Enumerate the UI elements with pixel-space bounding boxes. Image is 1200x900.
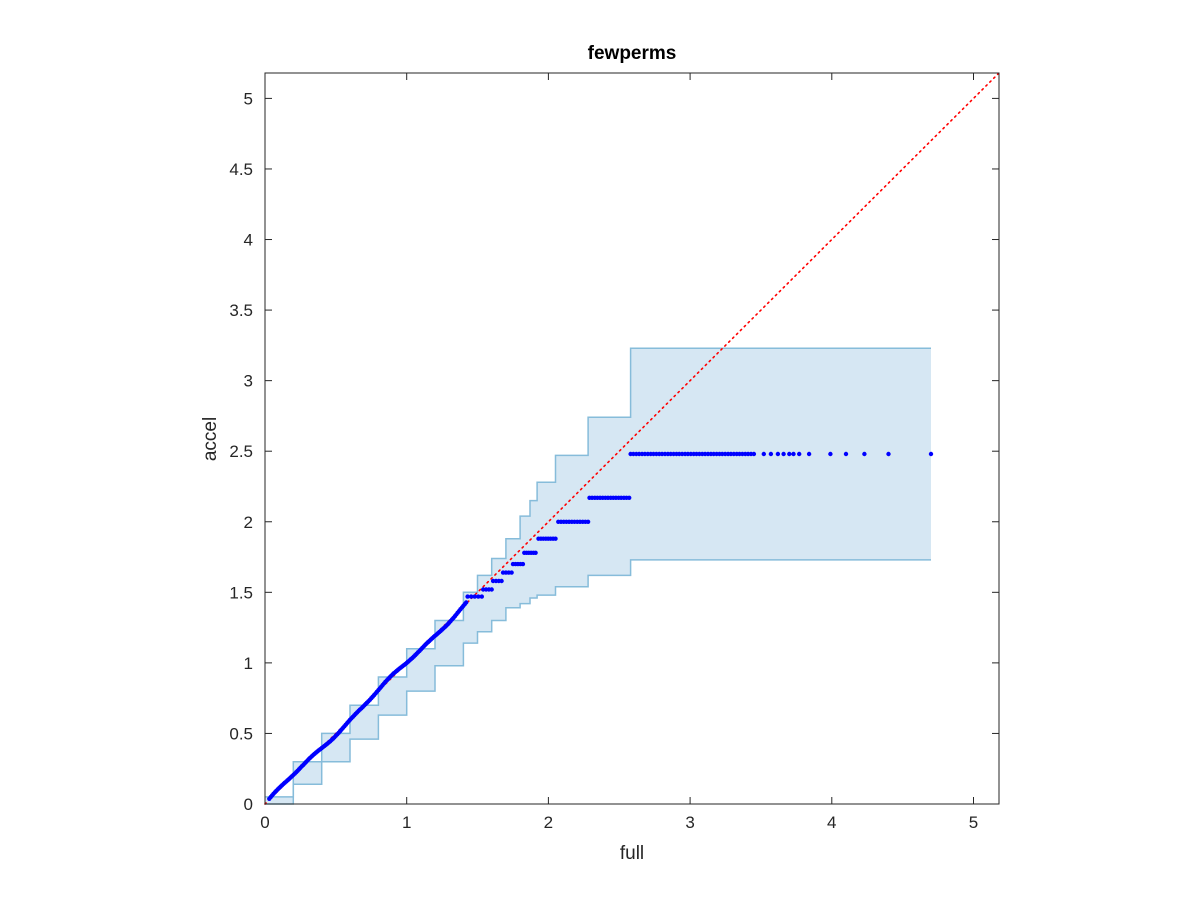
data-point (553, 536, 558, 541)
plot-area (264, 72, 1000, 805)
x-tick-label: 4 (827, 813, 836, 832)
confidence-band (265, 347, 931, 805)
x-axis-ticks: 0 1 2 3 4 5 (260, 73, 978, 832)
data-point (775, 451, 781, 457)
x-tick-label: 2 (544, 813, 553, 832)
axes (264, 72, 1000, 805)
data-point (843, 451, 849, 457)
y-tick-label: 0.5 (229, 724, 253, 743)
data-point (751, 451, 757, 457)
chart-title: fewperms (588, 43, 677, 64)
data-point (464, 600, 469, 605)
y-tick-label: 2 (244, 513, 253, 532)
data-point (806, 451, 812, 457)
data-point (886, 451, 891, 457)
data-point (862, 451, 867, 457)
x-tick-label: 5 (969, 813, 978, 832)
y-tick-label: 2.5 (229, 442, 253, 461)
band-lower-edge (265, 559, 931, 805)
y-tick-label: 3.5 (229, 301, 253, 320)
data-point (479, 594, 484, 599)
data-point (469, 594, 474, 599)
x-tick-label: 3 (685, 813, 694, 832)
band-fill (265, 348, 931, 804)
x-tick-label: 1 (402, 813, 411, 832)
data-points (267, 451, 934, 801)
data-point (472, 594, 477, 599)
data-point (828, 451, 833, 457)
data-point (520, 561, 526, 567)
y-tick-label: 1.5 (229, 583, 253, 602)
data-point (787, 451, 792, 457)
data-point (465, 594, 470, 599)
y-tick-label: 4.5 (229, 160, 253, 179)
data-point (499, 578, 504, 584)
data-point (489, 587, 494, 592)
data-point (627, 495, 632, 500)
data-point (928, 451, 934, 457)
y-tick-label: 3 (244, 372, 253, 391)
y-axis-ticks: 0 0.5 1 1.5 2 2.5 3 3.5 4 4.5 5 (229, 89, 999, 814)
y-axis-label: accel (200, 417, 221, 461)
y-tick-label: 5 (244, 89, 253, 108)
y-tick-label: 4 (244, 231, 253, 250)
x-axis-label: full (620, 843, 644, 864)
x-tick-label: 0 (260, 813, 269, 832)
data-point (509, 570, 514, 575)
data-point (768, 451, 774, 457)
y-tick-label: 1 (244, 654, 253, 673)
data-point (797, 451, 802, 457)
data-point (585, 519, 591, 524)
data-point (761, 451, 766, 457)
data-point (781, 451, 786, 457)
data-point (791, 451, 796, 457)
data-point (533, 550, 538, 555)
y-tick-label: 0 (244, 795, 253, 814)
data-point (476, 594, 481, 599)
axes-box (264, 72, 1000, 805)
